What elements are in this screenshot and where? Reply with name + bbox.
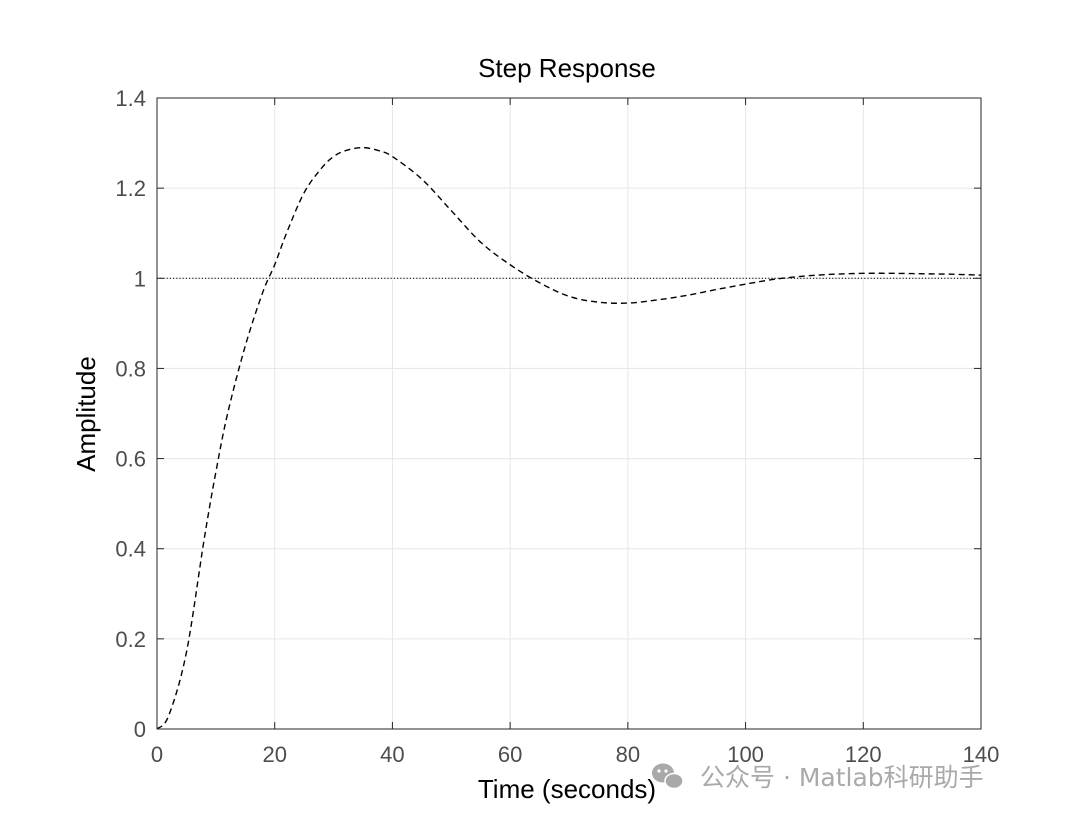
x-tick-label: 140 (963, 742, 1000, 767)
x-tick-labels: 0 20 40 60 80 100 120 140 (151, 742, 999, 767)
tick-marks (156, 97, 982, 730)
x-tick-label: 0 (151, 742, 163, 767)
wechat-icon (652, 763, 684, 790)
y-tick-label: 0.6 (115, 447, 146, 472)
series-group (156, 146, 982, 730)
x-tick-label: 80 (616, 742, 640, 767)
y-tick-label: 1.2 (115, 176, 146, 201)
y-tick-label: 0 (134, 717, 146, 742)
step-response-line (156, 146, 982, 730)
y-tick-label: 0.4 (115, 537, 146, 562)
grid (156, 97, 982, 730)
y-tick-label: 0.2 (115, 627, 146, 652)
y-tick-label: 1 (134, 266, 146, 291)
x-tick-label: 100 (727, 742, 764, 767)
plot-area (157, 98, 981, 729)
y-tick-label: 1.4 (115, 86, 146, 111)
x-axis-label: Time (seconds) (478, 774, 656, 804)
axes-box (156, 97, 982, 730)
y-axis-label: Amplitude (71, 356, 101, 472)
watermark: 公众号 · Matlab科研助手 (652, 763, 984, 792)
x-tick-label: 40 (380, 742, 404, 767)
chart-title: Step Response (478, 53, 656, 83)
x-tick-label: 60 (498, 742, 522, 767)
x-tick-label: 20 (262, 742, 286, 767)
watermark-text: 公众号 · Matlab科研助手 (700, 763, 984, 792)
y-tick-labels: 0 0.2 0.4 0.6 0.8 1 1.2 1.4 (115, 86, 146, 742)
x-tick-label: 120 (845, 742, 882, 767)
y-tick-label: 0.8 (115, 356, 146, 381)
